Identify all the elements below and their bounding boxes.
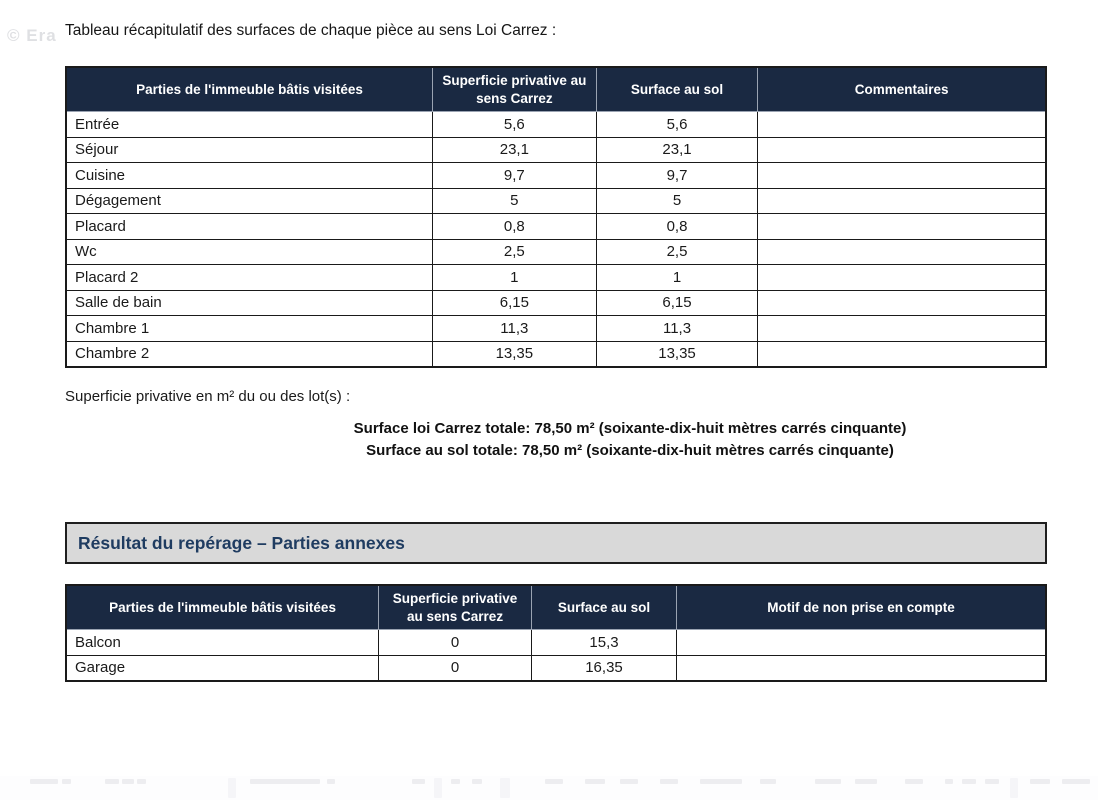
sol-value-cell: 5	[595, 187, 759, 215]
column-header-surface-sol: Surface au sol	[530, 584, 678, 631]
table-header-row: Parties de l'immeuble bâtis visitées Sup…	[65, 584, 1047, 631]
comment-cell	[757, 111, 1047, 138]
room-name-cell: Garage	[65, 654, 380, 682]
table-row: Wc 2,5 2,5	[65, 238, 1047, 266]
carrez-value-cell: 0	[378, 654, 532, 682]
column-header-surface-sol: Surface au sol	[595, 66, 759, 113]
annex-table: Parties de l'immeuble bâtis visitées Sup…	[65, 584, 1047, 682]
comment-cell	[757, 187, 1047, 215]
comment-cell	[757, 315, 1047, 342]
sol-value-cell: 1	[595, 264, 759, 291]
room-name-cell: Séjour	[65, 136, 434, 164]
carrez-value-cell: 0,8	[432, 213, 597, 240]
column-header-commentaires: Commentaires	[757, 66, 1047, 113]
comment-cell	[757, 136, 1047, 164]
column-header-superficie: Superficie privative au sens Carrez	[378, 584, 532, 631]
section-header-parties-annexes: Résultat du repérage – Parties annexes	[65, 522, 1047, 564]
surfaces-table: Parties de l'immeuble bâtis visitées Sup…	[65, 66, 1047, 368]
sol-value-cell: 11,3	[595, 315, 759, 342]
room-name-cell: Placard 2	[65, 264, 434, 291]
carrez-value-cell: 2,5	[432, 238, 597, 266]
sol-value-cell: 2,5	[595, 238, 759, 266]
bottom-watermark-bar	[0, 776, 1098, 800]
sol-value-cell: 23,1	[595, 136, 759, 164]
room-name-cell: Balcon	[65, 629, 380, 656]
sol-value-cell: 15,3	[530, 629, 678, 656]
column-header-parties: Parties de l'immeuble bâtis visitées	[65, 66, 434, 113]
table-row: Chambre 1 11,3 11,3	[65, 315, 1047, 342]
carrez-value-cell: 1	[432, 264, 597, 291]
table-row: Séjour 23,1 23,1	[65, 136, 1047, 164]
carrez-value-cell: 5,6	[432, 111, 597, 138]
column-header-motif: Motif de non prise en compte	[676, 584, 1047, 631]
carrez-value-cell: 6,15	[432, 289, 597, 317]
motif-cell	[676, 629, 1047, 656]
carrez-value-cell: 0	[378, 629, 532, 656]
motif-cell	[676, 654, 1047, 682]
carrez-value-cell: 13,35	[432, 340, 597, 368]
comment-cell	[757, 238, 1047, 266]
table-row: Entrée 5,6 5,6	[65, 111, 1047, 138]
comment-cell	[757, 213, 1047, 240]
table-header-row: Parties de l'immeuble bâtis visitées Sup…	[65, 66, 1047, 113]
table-row: Dégagement 5 5	[65, 187, 1047, 215]
table-row: Placard 0,8 0,8	[65, 213, 1047, 240]
room-name-cell: Dégagement	[65, 187, 434, 215]
carrez-value-cell: 9,7	[432, 162, 597, 189]
room-name-cell: Placard	[65, 213, 434, 240]
room-name-cell: Cuisine	[65, 162, 434, 189]
sol-value-cell: 13,35	[595, 340, 759, 368]
table-row: Salle de bain 6,15 6,15	[65, 289, 1047, 317]
room-name-cell: Wc	[65, 238, 434, 266]
carrez-value-cell: 11,3	[432, 315, 597, 342]
room-name-cell: Salle de bain	[65, 289, 434, 317]
room-name-cell: Chambre 2	[65, 340, 434, 368]
sol-value-cell: 5,6	[595, 111, 759, 138]
totals-block: Surface loi Carrez totale: 78,50 m² (soi…	[162, 418, 1098, 462]
page-title: Tableau récapitulatif des surfaces de ch…	[65, 22, 557, 39]
table-row: Chambre 2 13,35 13,35	[65, 340, 1047, 368]
room-name-cell: Chambre 1	[65, 315, 434, 342]
section-title: Résultat du repérage – Parties annexes	[78, 532, 405, 553]
sol-value-cell: 6,15	[595, 289, 759, 317]
room-name-cell: Entrée	[65, 111, 434, 138]
comment-cell	[757, 264, 1047, 291]
table-row: Balcon 0 15,3	[65, 629, 1047, 656]
comment-cell	[757, 289, 1047, 317]
table-row: Placard 2 1 1	[65, 264, 1047, 291]
column-header-superficie: Superficie privative au sens Carrez	[432, 66, 597, 113]
total-sol-line: Surface au sol totale: 78,50 m² (soixant…	[366, 442, 894, 459]
sol-value-cell: 16,35	[530, 654, 678, 682]
era-watermark: © Era	[7, 26, 57, 45]
table-row: Cuisine 9,7 9,7	[65, 162, 1047, 189]
superficie-note: Superficie privative en m² du ou des lot…	[65, 388, 351, 405]
comment-cell	[757, 340, 1047, 368]
sol-value-cell: 9,7	[595, 162, 759, 189]
carrez-value-cell: 23,1	[432, 136, 597, 164]
carrez-value-cell: 5	[432, 187, 597, 215]
table-row: Garage 0 16,35	[65, 654, 1047, 682]
column-header-parties: Parties de l'immeuble bâtis visitées	[65, 584, 380, 631]
sol-value-cell: 0,8	[595, 213, 759, 240]
comment-cell	[757, 162, 1047, 189]
total-carrez-line: Surface loi Carrez totale: 78,50 m² (soi…	[353, 420, 907, 437]
